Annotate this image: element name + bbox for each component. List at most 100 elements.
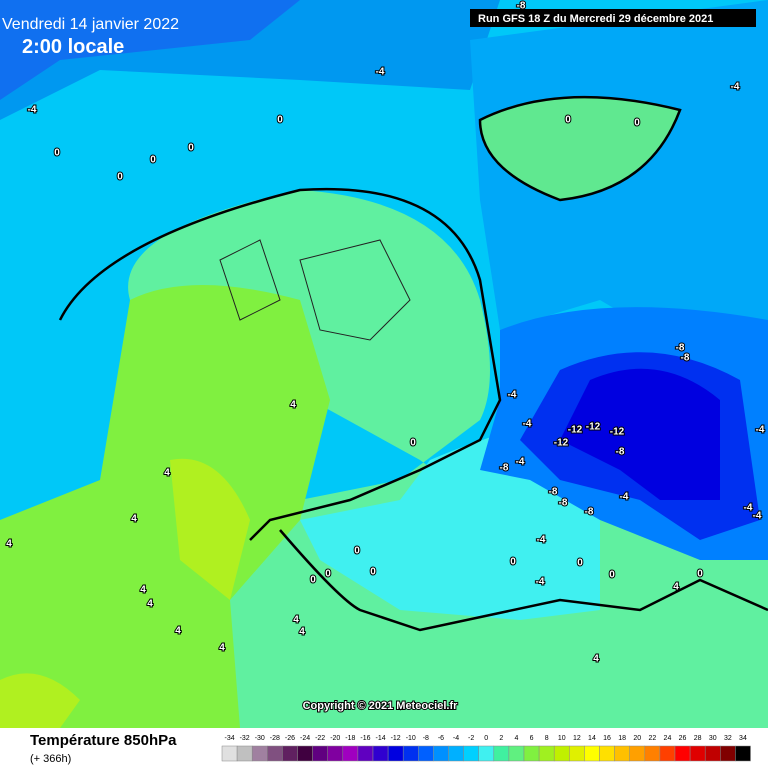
contour-label: -4: [523, 419, 532, 430]
color-scale: -34 -32 -30 -28 -26 -24 -22 -20 -18 -16 -14 -12 -10-…: [221, 735, 751, 762]
scale-label: 10: [558, 735, 566, 742]
time-label: 2:00 locale: [22, 36, 124, 58]
coastline: [219, 239, 411, 341]
contour-label: -4: [756, 425, 765, 436]
scale-label: 4: [514, 735, 518, 742]
scale-label: -12: [391, 735, 401, 742]
contour-label: 4: [293, 615, 299, 626]
scale-swatch: [614, 745, 630, 762]
scale-swatch: [523, 745, 540, 762]
contour-label: 4: [131, 514, 137, 525]
contour-label: -4: [744, 503, 753, 514]
scale-label: 30: [709, 735, 717, 742]
scale-swatch: [433, 745, 449, 762]
scale-label: -2: [468, 735, 474, 742]
scale-label: 2: [499, 735, 503, 742]
contour-label: 0: [609, 570, 615, 581]
scale-swatch: [221, 745, 238, 762]
run-box: [470, 9, 756, 27]
scale-label: 16: [603, 735, 611, 742]
scale-label: -8: [423, 735, 429, 742]
contour-label: 4: [6, 539, 12, 550]
scale-swatch: [402, 745, 419, 762]
contour-label: 4: [164, 468, 170, 479]
date-label: Vendredi 14 janvier 2022: [2, 16, 179, 33]
scale-swatch: [704, 745, 721, 762]
scale-swatch: [553, 745, 570, 762]
scale-label: 28: [694, 735, 702, 742]
contour-label: 0: [697, 569, 703, 580]
warm-zone: [170, 458, 250, 600]
scale-swatch: [644, 745, 661, 762]
warm-zone: [0, 673, 80, 728]
scale-label: -18: [345, 735, 355, 742]
scale-swatch: [342, 745, 359, 762]
contour-label: 0: [510, 557, 516, 568]
scale-label: -20: [330, 735, 340, 742]
scale-swatch: [569, 745, 585, 762]
legend-title: Température 850hPa: [30, 732, 177, 749]
contour-label: 4: [140, 585, 146, 596]
scale-label: -24: [300, 735, 310, 742]
contour-label: 0: [150, 155, 156, 166]
contour: [279, 529, 768, 632]
scale-swatch: [387, 745, 404, 762]
scale-label: 0: [484, 735, 488, 742]
scale-swatch: [463, 745, 479, 762]
scale-label: 18: [618, 735, 626, 742]
contour-label: -8: [616, 447, 625, 458]
contour-label: -4: [536, 577, 545, 588]
contour-label: -12: [568, 425, 583, 436]
contour-label: -4: [376, 67, 385, 78]
contour-label: -12: [586, 422, 601, 433]
contour-label: 0: [188, 143, 194, 154]
contour-label: -12: [554, 438, 569, 449]
scale-swatch: [327, 745, 344, 762]
scale-swatch: [297, 745, 313, 762]
scale-swatch: [508, 745, 525, 762]
scale-swatch: [478, 745, 495, 762]
contour-label: 4: [175, 626, 181, 637]
contour-label: 4: [147, 599, 153, 610]
contour-label: 4: [290, 400, 296, 411]
scale-label: -22: [315, 735, 325, 742]
scale-label: -34: [224, 735, 234, 742]
scale-label: -6: [438, 735, 444, 742]
scale-swatch: [599, 745, 615, 762]
contour-label: -8: [585, 507, 594, 518]
contour-label: -4: [753, 511, 762, 522]
contour: [478, 95, 682, 202]
contour-label: -4: [620, 492, 629, 503]
scale-swatch: [720, 745, 736, 762]
scale-label: -14: [375, 735, 385, 742]
contour-label: -4: [28, 105, 37, 116]
scale-swatch: [674, 745, 691, 762]
scale-label: -26: [285, 735, 295, 742]
scale-swatch: [659, 745, 676, 762]
scale-label: -30: [255, 735, 265, 742]
copyright: Copyright © 2021 Meteociel.fr: [303, 700, 459, 712]
scale-label: 22: [648, 735, 656, 742]
contour-label: -4: [537, 535, 546, 546]
scale-swatch: [629, 745, 646, 762]
scale-swatch: [236, 745, 253, 762]
contour-label: -4: [508, 390, 517, 401]
contour: [58, 187, 502, 541]
contour-label: -12: [610, 427, 625, 438]
contour-label: 0: [117, 172, 123, 183]
contour-label: 0: [354, 546, 360, 557]
contour-label: 4: [593, 654, 599, 665]
contour-label: -8: [676, 343, 685, 354]
cold-zone: [0, 0, 300, 100]
contour-label: 0: [277, 115, 283, 126]
scale-swatch: [251, 745, 268, 762]
contour-label: 0: [325, 569, 331, 580]
scale-label: 20: [633, 735, 641, 742]
scale-label: -4: [453, 735, 459, 742]
contour-label: -4: [516, 457, 525, 468]
scale-swatch: [448, 745, 464, 762]
scale-swatch: [584, 745, 600, 762]
contour-label: 0: [370, 567, 376, 578]
scale-swatch: [312, 745, 328, 762]
